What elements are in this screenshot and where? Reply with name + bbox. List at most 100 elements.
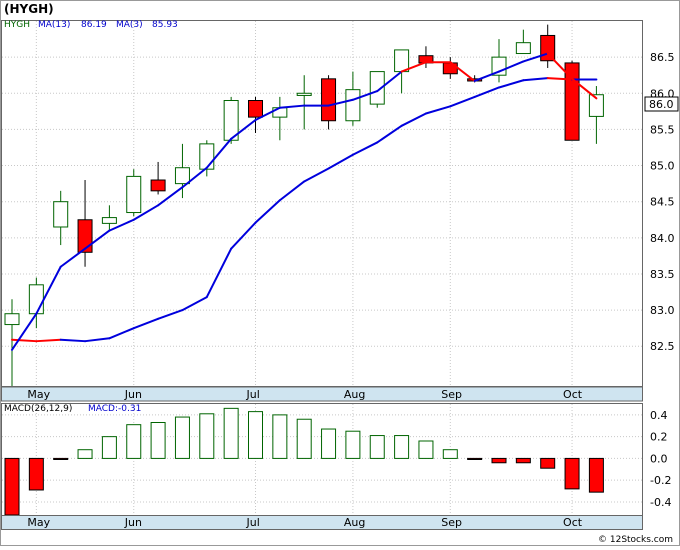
ma3-line-segment <box>351 141 379 156</box>
candle <box>101 205 117 231</box>
ma13-line-segment <box>205 137 233 169</box>
macd-y-tick-label: 0.0 <box>650 452 668 465</box>
legend-ma3-label: MA(3) <box>116 20 143 30</box>
macd-bar <box>540 457 556 469</box>
ma3-line-segment <box>498 79 525 89</box>
candle-body <box>296 92 312 96</box>
legend-ma13-value: 86.19 <box>81 20 107 30</box>
price-y-tick-label: 86.5 <box>650 51 675 64</box>
ma3-line-segment <box>254 199 281 224</box>
candle-body <box>174 167 190 185</box>
macd-bar <box>296 418 312 459</box>
ma3-line-segment <box>278 180 306 202</box>
ma13-line-segment <box>400 61 427 73</box>
ma13-line-segment <box>278 104 306 109</box>
candle-body <box>442 62 458 75</box>
price-y-tick-label: 82.5 <box>650 340 675 353</box>
macd-bar <box>4 457 20 516</box>
macd-x-tick-label: Oct <box>563 516 583 529</box>
candle <box>77 180 93 267</box>
price-x-tick-label: Jul <box>246 388 260 401</box>
candle <box>174 143 190 199</box>
macd-x-tick-label: Jul <box>246 516 260 529</box>
macd-bar <box>515 457 531 464</box>
macd-bar <box>369 435 385 459</box>
price-x-axis-labels: May Jun Jul Aug Sep Oct <box>27 388 582 401</box>
price-x-tick-label: Sep <box>441 388 462 401</box>
last-price-label: 86.0 <box>649 98 674 111</box>
macd-y-tick-label: 0.4 <box>650 409 668 422</box>
ma3-line-segment <box>108 327 135 340</box>
ma13-line-segment <box>59 247 87 268</box>
macd-bar <box>321 428 337 459</box>
legend-symbol: HYGH <box>4 20 30 30</box>
candle <box>296 75 312 130</box>
macd-y-tick-label: 0.2 <box>650 431 668 444</box>
ma13-line-segment <box>473 70 500 82</box>
moving-average-lines <box>11 52 598 351</box>
legend-ma13-label: MA(13) <box>38 20 70 30</box>
macd-bar <box>126 424 142 459</box>
macd-bar <box>394 435 410 459</box>
macd-bar <box>199 413 215 459</box>
candle <box>53 190 69 246</box>
macd-bar <box>272 414 288 459</box>
chart-title: (HYGH) <box>4 2 54 16</box>
candle-body <box>53 201 69 228</box>
macd-bar <box>223 407 239 459</box>
ma3-line-segment <box>59 338 87 343</box>
macd-bar <box>101 436 117 459</box>
macd-bar <box>491 457 507 464</box>
ma3-line-segment <box>303 167 330 183</box>
candle <box>588 86 604 144</box>
ma3-line-segment <box>205 247 233 299</box>
ma13-line-segment <box>327 98 354 107</box>
candle <box>369 71 385 108</box>
macd-y-tick-label: -0.4 <box>650 496 671 509</box>
candle <box>4 299 20 386</box>
price-x-tick-label: Aug <box>344 388 365 401</box>
macd-y-tick-label: -0.2 <box>650 474 671 487</box>
candle-body <box>77 219 93 253</box>
candle-body <box>540 34 556 62</box>
price-y-tick-label: 85.0 <box>650 160 675 173</box>
ma3-line-segment <box>473 86 500 98</box>
ma13-line-segment <box>449 61 476 82</box>
ma13-line-segment <box>546 52 574 80</box>
last-price-box <box>644 96 679 112</box>
price-y-tick-label: 83.5 <box>650 268 675 281</box>
candle-body <box>515 42 531 55</box>
macd-y-axis: 0.4 0.2 0.0 -0.2 -0.4 <box>650 409 671 509</box>
macd-bar <box>467 457 483 461</box>
ma3-line-segment <box>376 124 403 144</box>
ma3-line-segment <box>230 221 257 250</box>
macd-bar <box>248 411 263 459</box>
ma3-line-segment <box>327 153 354 170</box>
ma3-line-segment <box>400 112 427 127</box>
macd-bar <box>418 440 434 459</box>
macd-bar <box>442 449 458 459</box>
ma13-line-segment <box>108 218 135 232</box>
ma13-line-segment <box>11 312 38 351</box>
ma13-line-segment <box>132 204 160 221</box>
candle-body <box>199 143 215 170</box>
price-y-tick-label: 83.0 <box>650 304 675 317</box>
ma3-line-segment <box>157 309 184 320</box>
ma13-line-segment <box>376 70 403 93</box>
macd-bar <box>28 457 44 491</box>
price-y-tick-label: 84.5 <box>650 196 675 209</box>
ma13-line-segment <box>84 229 111 250</box>
ma3-line-segment <box>449 95 476 108</box>
ma13-line-segment <box>230 119 257 140</box>
candle-body <box>101 217 117 224</box>
candle <box>321 75 337 130</box>
macd-bar <box>564 457 580 490</box>
candle <box>126 169 142 217</box>
candle-body <box>126 175 142 214</box>
ma13-line-segment <box>181 166 208 189</box>
ma3-line-segment <box>181 296 208 312</box>
price-x-tick-label: Oct <box>563 388 583 401</box>
macd-x-tick-label: Aug <box>344 516 365 529</box>
macd-legend: MACD(26,12,9) MACD:-0.31 <box>4 404 141 414</box>
